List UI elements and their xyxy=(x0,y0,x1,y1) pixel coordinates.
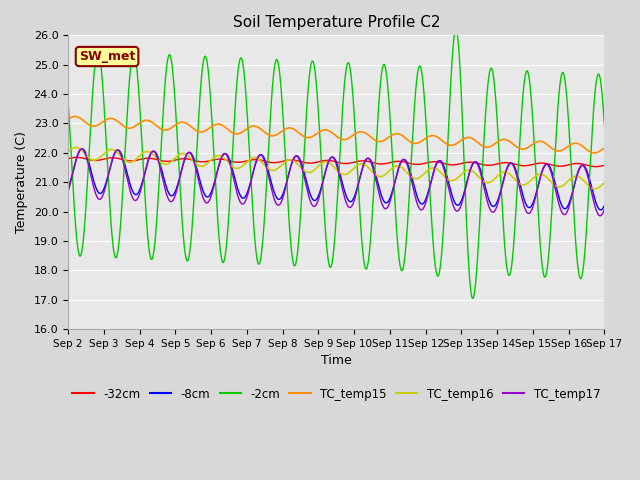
TC_temp16 xyxy=(171,156,179,161)
-32cm xyxy=(537,160,545,166)
TC_temp17 xyxy=(420,205,428,211)
-2cm xyxy=(244,115,252,120)
TC_temp17 xyxy=(537,171,545,177)
-2cm xyxy=(419,83,427,89)
Text: SW_met: SW_met xyxy=(79,50,135,63)
-8cm xyxy=(420,200,428,206)
-32cm xyxy=(73,155,81,160)
TC_temp15 xyxy=(171,122,179,128)
-32cm xyxy=(420,161,428,167)
Legend: -32cm, -8cm, -2cm, TC_temp15, TC_temp16, TC_temp17: -32cm, -8cm, -2cm, TC_temp15, TC_temp16,… xyxy=(68,383,605,405)
-2cm xyxy=(452,26,460,32)
TC_temp16 xyxy=(420,171,428,177)
TC_temp16 xyxy=(244,158,252,164)
X-axis label: Time: Time xyxy=(321,354,352,367)
Line: -2cm: -2cm xyxy=(68,29,604,299)
Line: TC_temp17: TC_temp17 xyxy=(68,149,604,216)
TC_temp17 xyxy=(77,146,85,152)
TC_temp16 xyxy=(64,149,72,155)
TC_temp15 xyxy=(600,145,608,151)
TC_temp17 xyxy=(64,188,72,194)
TC_temp16 xyxy=(600,180,608,185)
TC_temp16 xyxy=(537,171,545,177)
-8cm xyxy=(171,190,179,195)
TC_temp17 xyxy=(244,192,252,197)
TC_temp17 xyxy=(490,209,498,215)
-8cm xyxy=(537,172,545,178)
-32cm xyxy=(490,162,498,168)
TC_temp15 xyxy=(490,142,498,147)
Title: Soil Temperature Profile C2: Soil Temperature Profile C2 xyxy=(232,15,440,30)
-32cm xyxy=(184,156,191,162)
TC_temp15 xyxy=(420,137,428,143)
-32cm xyxy=(600,162,608,168)
-8cm xyxy=(64,185,72,191)
Line: TC_temp15: TC_temp15 xyxy=(68,117,604,153)
TC_temp15 xyxy=(184,121,191,127)
TC_temp15 xyxy=(64,116,72,122)
TC_temp15 xyxy=(537,139,545,144)
-32cm xyxy=(592,164,600,169)
-2cm xyxy=(184,258,191,264)
-8cm xyxy=(490,204,498,209)
TC_temp16 xyxy=(72,144,79,150)
TC_temp17 xyxy=(184,150,191,156)
TC_temp16 xyxy=(591,186,598,192)
-32cm xyxy=(244,158,252,164)
-2cm xyxy=(170,88,178,94)
-8cm xyxy=(600,203,608,208)
TC_temp15 xyxy=(244,125,252,131)
Line: -8cm: -8cm xyxy=(68,149,604,210)
TC_temp16 xyxy=(184,153,191,158)
-8cm xyxy=(244,189,252,194)
-2cm xyxy=(490,79,498,85)
TC_temp17 xyxy=(171,194,179,200)
-2cm xyxy=(64,98,72,104)
-2cm xyxy=(600,123,608,129)
TC_temp15 xyxy=(590,150,598,156)
-2cm xyxy=(538,256,545,262)
TC_temp16 xyxy=(490,177,498,182)
-32cm xyxy=(171,157,179,163)
Line: -32cm: -32cm xyxy=(68,157,604,167)
-8cm xyxy=(79,146,86,152)
TC_temp17 xyxy=(600,206,608,212)
Line: TC_temp16: TC_temp16 xyxy=(68,147,604,189)
TC_temp15 xyxy=(71,114,79,120)
-32cm xyxy=(64,156,72,162)
-8cm xyxy=(184,150,191,156)
-2cm xyxy=(469,296,477,301)
TC_temp17 xyxy=(596,213,604,219)
Y-axis label: Temperature (C): Temperature (C) xyxy=(15,131,28,233)
-8cm xyxy=(597,207,605,213)
